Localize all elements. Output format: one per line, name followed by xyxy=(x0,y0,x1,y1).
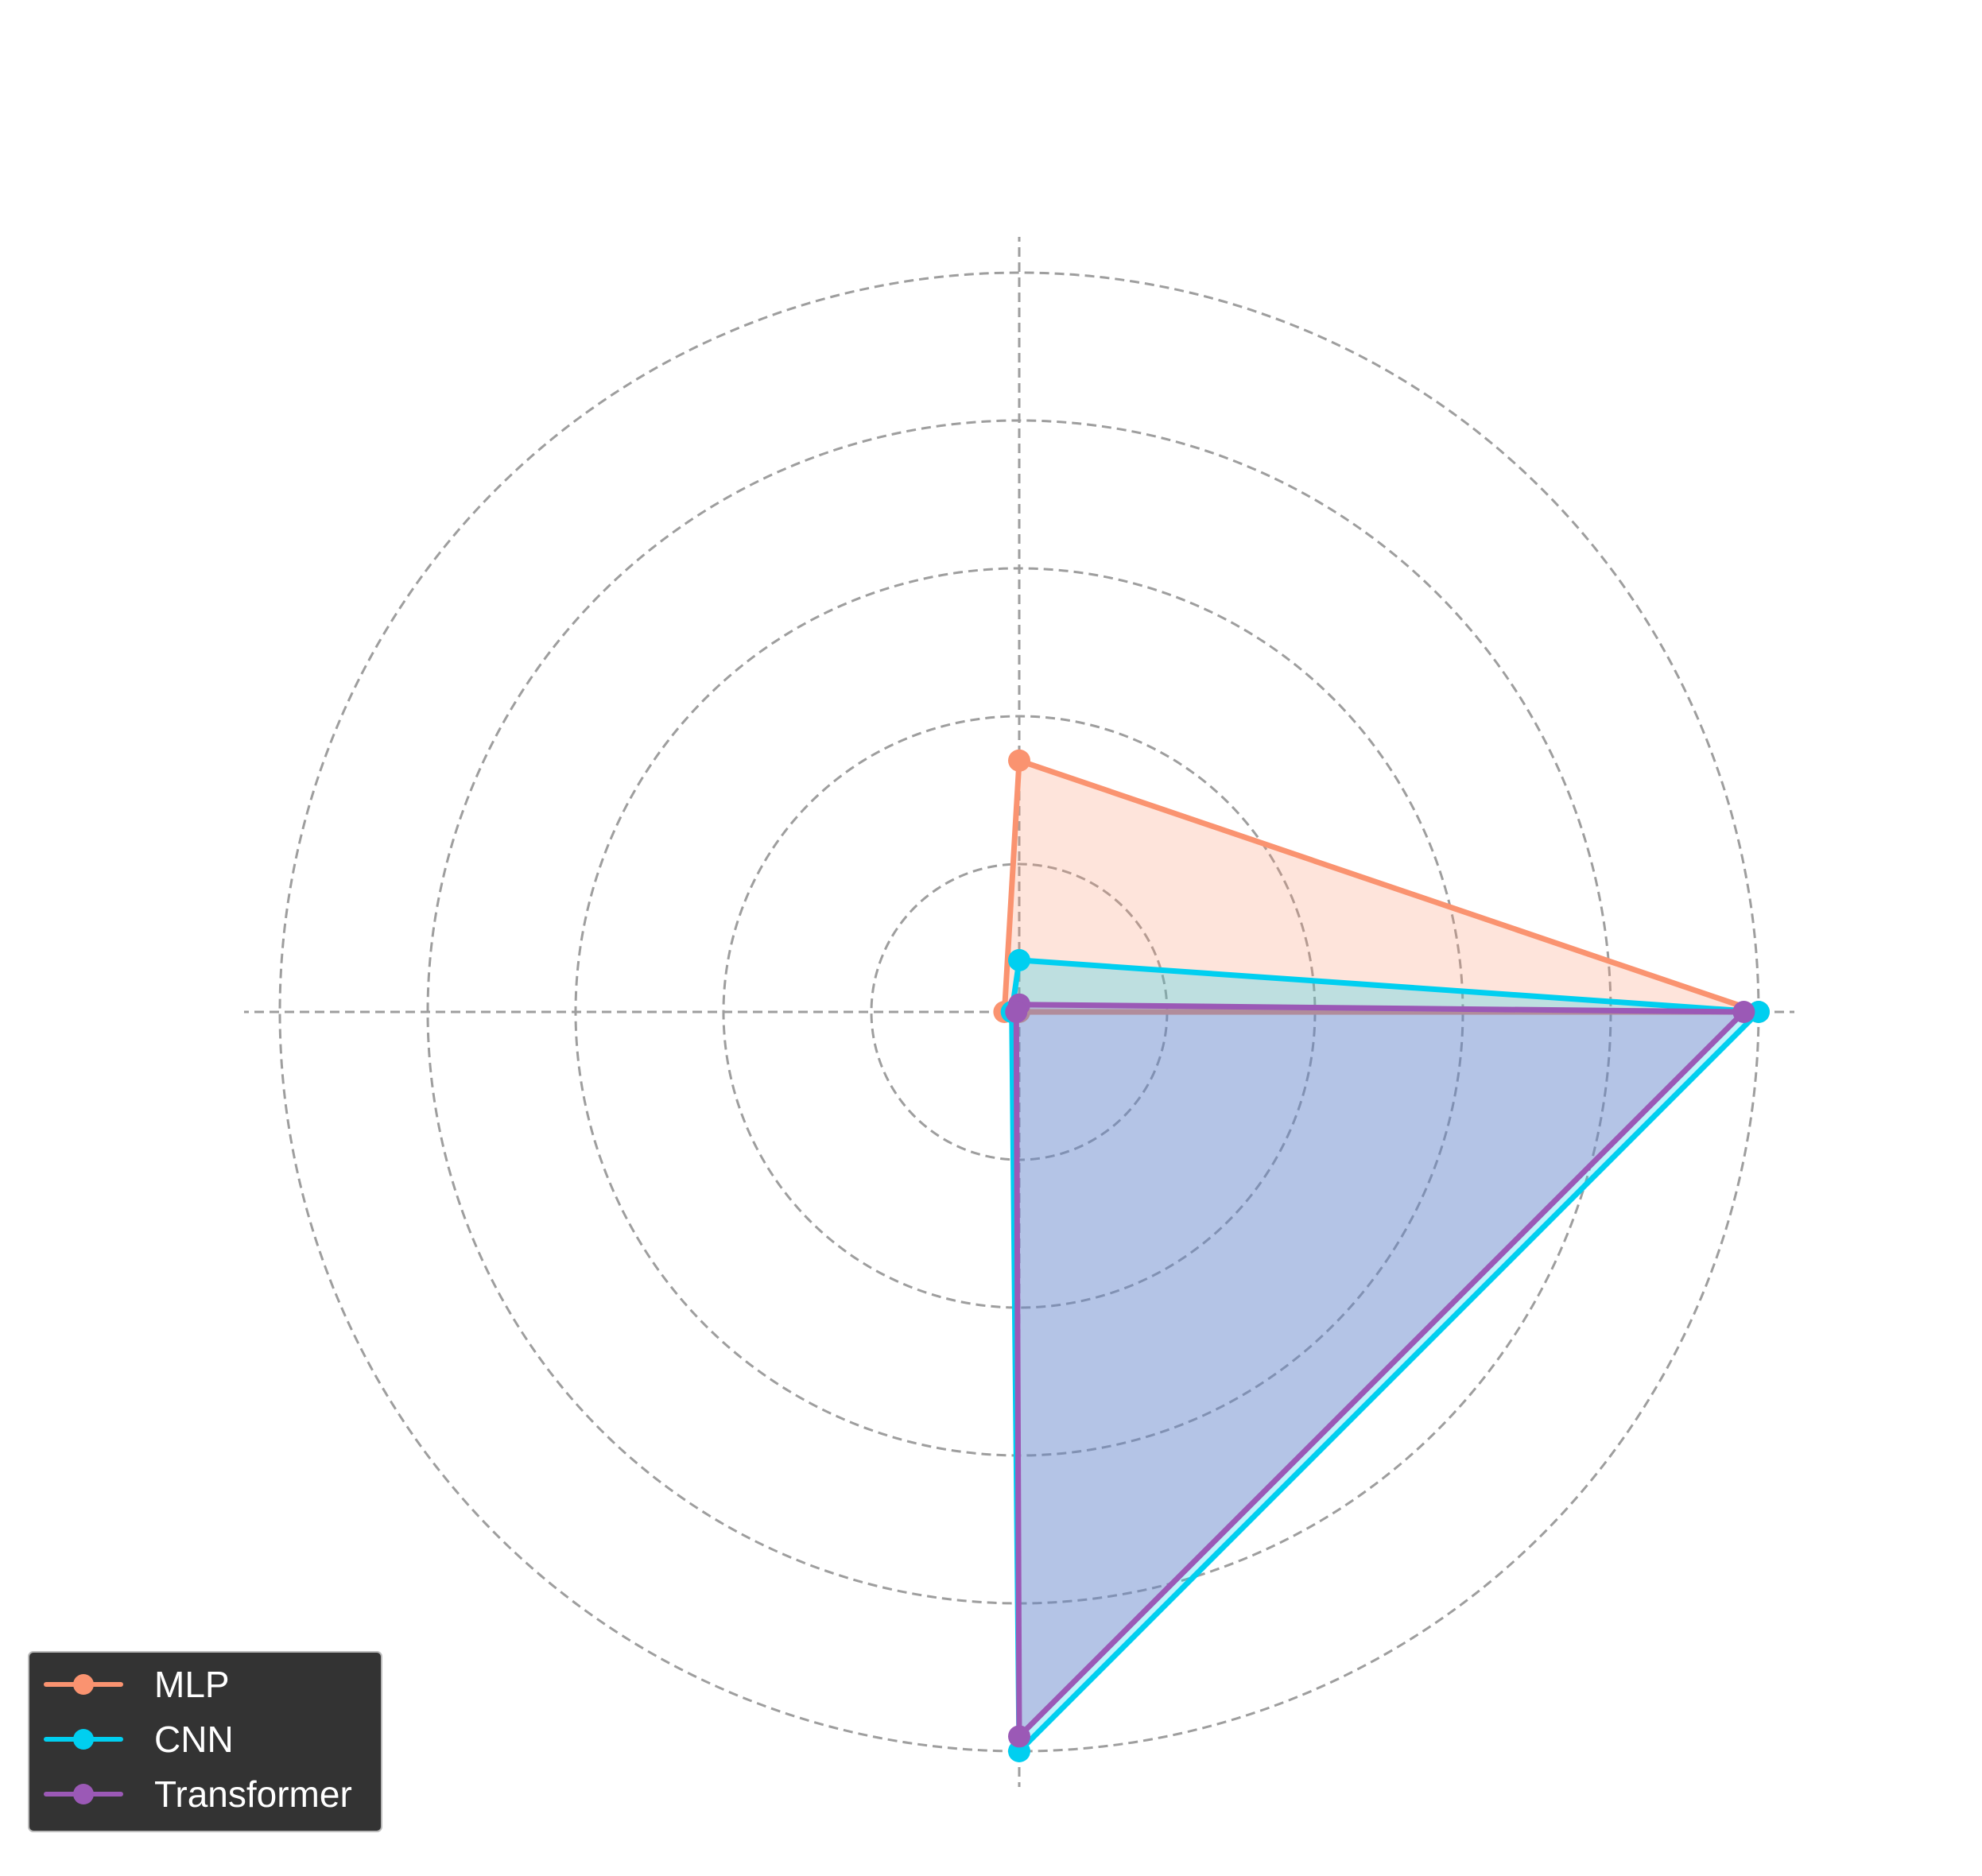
data-point-transformer-3 xyxy=(1008,1725,1030,1748)
legend: MLP CNN Transformer xyxy=(28,1651,382,1832)
legend-marker-cnn xyxy=(73,1729,94,1750)
legend-label-mlp: MLP xyxy=(154,1664,230,1705)
series-area-transformer xyxy=(1013,1002,1747,1739)
data-point-transformer-2 xyxy=(1005,1001,1028,1023)
legend-label-transformer: Transformer xyxy=(154,1773,352,1815)
data-point-mlp-1 xyxy=(1008,749,1030,772)
legend-box xyxy=(28,1651,382,1832)
series-layer xyxy=(993,749,1770,1762)
data-point-transformer-4 xyxy=(1732,1001,1755,1023)
data-point-cnn-1 xyxy=(1008,948,1030,971)
legend-marker-mlp xyxy=(73,1674,94,1695)
legend-label-cnn: CNN xyxy=(154,1719,234,1760)
legend-marker-transformer xyxy=(73,1784,94,1804)
